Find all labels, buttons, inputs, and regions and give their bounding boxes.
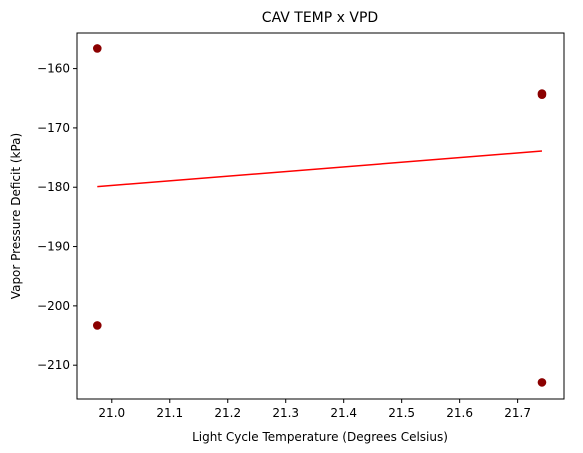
y-tick-label: −210 <box>37 358 70 372</box>
x-tick-label: 21.2 <box>214 406 241 420</box>
y-tick-label: −170 <box>37 121 70 135</box>
chart-title: CAV TEMP x VPD <box>262 10 378 26</box>
data-point <box>537 378 547 387</box>
x-tick-label: 21.4 <box>330 406 357 420</box>
plot-frame <box>76 32 565 400</box>
x-tick-label: 21.1 <box>156 406 183 420</box>
y-tick-label: −160 <box>37 62 70 76</box>
y-tick-label: −180 <box>37 180 70 194</box>
data-point <box>92 44 102 53</box>
x-axis-label: Light Cycle Temperature (Degrees Celsius… <box>192 430 448 444</box>
x-tick-label: 21.3 <box>272 406 299 420</box>
x-tick-label: 21.6 <box>446 406 473 420</box>
x-tick-label: 21.7 <box>504 406 531 420</box>
x-tick-label: 21.5 <box>388 406 415 420</box>
y-tick-label: −190 <box>37 240 70 254</box>
x-tick-label: 21.0 <box>98 406 125 420</box>
y-axis-label: Vapor Pressure Deficit (kPa) <box>9 133 23 299</box>
data-point <box>92 321 102 330</box>
data-point <box>537 90 547 99</box>
y-tick-label: −200 <box>37 299 70 313</box>
trend-line <box>97 150 543 188</box>
